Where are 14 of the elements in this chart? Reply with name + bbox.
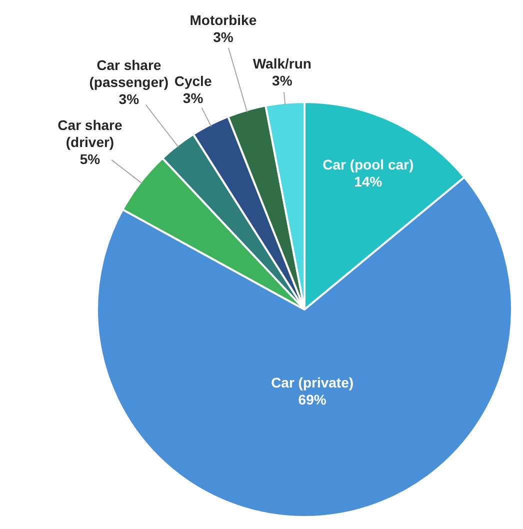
slice-label: Walk/run: [252, 55, 312, 72]
data-label: 69%: [298, 391, 327, 408]
data-label: 3%: [213, 28, 234, 45]
slice-label: Car (pool car): [322, 156, 414, 173]
slice-label: Car (private): [271, 374, 354, 390]
slice-label: Car share (driver): [58, 116, 122, 150]
slice-label: Car share (passenger): [89, 56, 169, 90]
slice-label: Cycle: [174, 73, 212, 90]
data-label: 3%: [272, 72, 293, 88]
slice-label: Motorbike: [190, 12, 257, 28]
data-label: 3%: [118, 90, 140, 107]
data-label: 3%: [182, 90, 204, 106]
data-label: 5%: [80, 150, 101, 167]
data-label: 14%: [354, 174, 383, 190]
